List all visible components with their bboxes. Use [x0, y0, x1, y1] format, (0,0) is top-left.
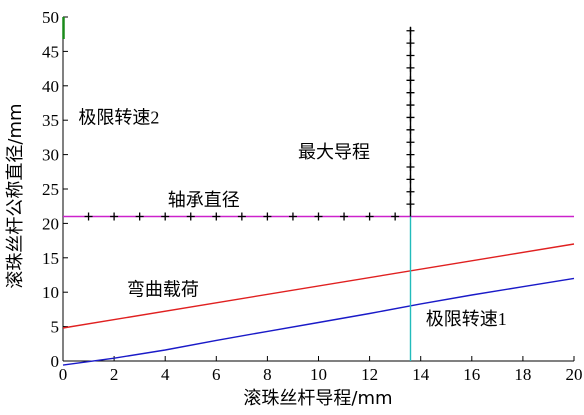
annotation-bending: 弯曲载荷: [127, 280, 199, 301]
plus-marker-bearing: [212, 212, 221, 221]
x-tick-label: 0: [59, 365, 68, 384]
y-tick-label: 20: [42, 214, 59, 233]
annotation-speed1: 极限转速1: [426, 309, 507, 330]
plus-marker-bearing: [237, 212, 246, 221]
plus-marker-maxlead-upper: [406, 76, 415, 85]
x-tick-label: 18: [514, 365, 531, 384]
y-axis-title: 滚珠丝杆公称直径/mm: [5, 103, 26, 288]
plus-marker-bearing: [84, 212, 93, 221]
plus-marker-bearing: [110, 212, 119, 221]
plus-marker-maxlead-upper: [406, 88, 415, 97]
plus-marker-maxlead-upper: [406, 26, 415, 35]
plus-marker-maxlead-upper: [406, 101, 415, 110]
plus-marker-maxlead-upper: [406, 63, 415, 72]
y-tick-label: 40: [42, 77, 59, 96]
plus-marker-maxlead-upper: [406, 187, 415, 196]
axes: 0 2 4 6 8 10 12 14 16 18 20 0 5 10 15 20 25 30 35 40 45 50: [42, 8, 583, 384]
y-tick-label: 0: [51, 352, 60, 371]
x-tick-label: 6: [212, 365, 221, 384]
x-tick-label: 20: [566, 365, 583, 384]
plus-marker-bearing: [340, 212, 349, 221]
plus-marker-maxlead-upper: [406, 162, 415, 171]
plus-marker-bearing: [263, 212, 272, 221]
marker-group: [84, 26, 415, 221]
series-line-speed1: [62, 277, 575, 366]
y-tick-label: 25: [42, 180, 59, 199]
plus-marker-maxlead-upper: [406, 150, 415, 159]
y-tick-label: 30: [42, 146, 59, 165]
plus-marker-maxlead-upper: [406, 200, 415, 209]
plus-marker-bearing: [288, 212, 297, 221]
y-tick-label: 45: [42, 42, 59, 61]
plus-marker-bearing: [391, 212, 400, 221]
x-tick-label: 14: [412, 365, 430, 384]
annotation-bearing: 轴承直径: [168, 190, 240, 211]
plus-marker-bearing: [186, 212, 195, 221]
plus-marker-maxlead-upper: [406, 125, 415, 134]
x-tick-label: 8: [263, 365, 272, 384]
x-axis-title: 滚珠丝杆导程/mm: [243, 388, 392, 409]
x-tick-label: 10: [310, 365, 327, 384]
plus-marker-maxlead-upper: [406, 39, 415, 48]
plus-marker-bearing: [365, 212, 374, 221]
x-tick-label: 16: [463, 365, 480, 384]
x-tick-label: 12: [361, 365, 378, 384]
annotation-speed2: 极限转速2: [78, 108, 159, 129]
plus-marker-maxlead-upper: [406, 175, 415, 184]
series-line-bending: [62, 243, 575, 329]
y-tick-label: 5: [51, 318, 60, 337]
y-tick-label: 50: [42, 8, 59, 27]
plus-marker-bearing: [314, 212, 323, 221]
y-tick-label: 10: [42, 283, 59, 302]
annotation-maxlead: 最大导程: [298, 142, 370, 163]
plus-marker-bearing: [135, 212, 144, 221]
y-tick-label: 15: [42, 249, 59, 268]
plus-marker-maxlead-upper: [406, 113, 415, 122]
x-tick-label: 4: [161, 365, 170, 384]
plus-marker-maxlead-upper: [406, 51, 415, 60]
x-tick-label: 2: [110, 365, 119, 384]
y-tick-label: 35: [42, 111, 59, 130]
plus-marker-maxlead-upper: [406, 138, 415, 147]
plus-marker-bearing: [161, 212, 170, 221]
